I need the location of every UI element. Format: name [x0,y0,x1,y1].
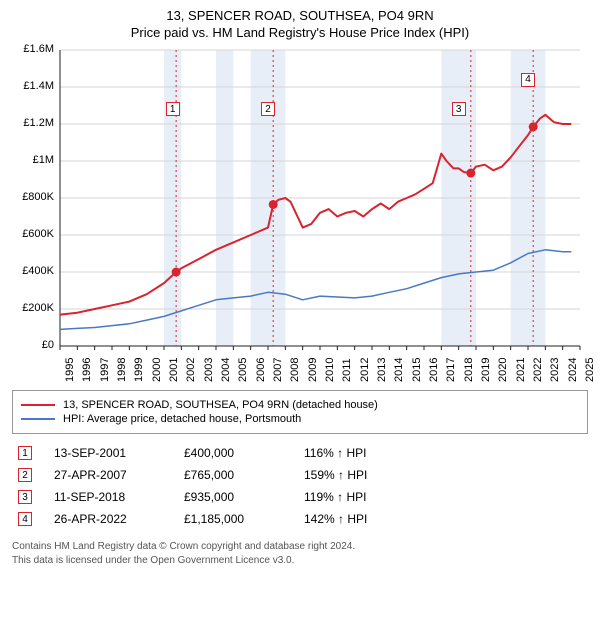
legend-swatch-1 [21,404,55,406]
x-axis-label: 1996 [81,358,93,382]
x-axis-label: 2013 [376,358,388,382]
sale-date: 27-APR-2007 [54,468,184,482]
table-row: 2 27-APR-2007 £765,000 159% ↑ HPI [12,464,588,486]
sale-index-3: 3 [18,490,32,504]
chart-area: £0 £200K £400K £600K £800K £1M £1.2M £1.4M £1.6M… [12,46,588,386]
table-row: 3 11-SEP-2018 £935,000 119% ↑ HPI [12,486,588,508]
legend-label-1: 13, SPENCER ROAD, SOUTHSEA, PO4 9RN (det… [63,399,378,411]
y-axis-label: £1.6M [12,43,54,55]
sales-table: 1 13-SEP-2001 £400,000 116% ↑ HPI 2 27-A… [12,442,588,530]
table-row: 4 26-APR-2022 £1,185,000 142% ↑ HPI [12,508,588,530]
x-axis-label: 2021 [515,358,527,382]
x-axis-label: 2020 [497,358,509,382]
sale-price: £400,000 [184,446,304,460]
footer-line-1: Contains HM Land Registry data © Crown c… [12,540,588,554]
sale-date: 26-APR-2022 [54,512,184,526]
legend-item-1: 13, SPENCER ROAD, SOUTHSEA, PO4 9RN (det… [21,399,579,411]
sale-date: 11-SEP-2018 [54,490,184,504]
x-axis-label: 2009 [307,358,319,382]
chart-container: 13, SPENCER ROAD, SOUTHSEA, PO4 9RN Pric… [0,0,600,576]
sale-index-4: 4 [18,512,32,526]
sale-marker-2: 2 [261,102,275,116]
x-axis-label: 2002 [185,358,197,382]
sale-marker-1: 1 [166,102,180,116]
y-axis-label: £1.4M [12,80,54,92]
sale-date: 13-SEP-2001 [54,446,184,460]
sale-pct: 142% ↑ HPI [304,512,414,526]
sale-index-2: 2 [18,468,32,482]
x-axis-label: 2014 [393,358,405,382]
y-axis-label: £800K [12,191,54,203]
table-row: 1 13-SEP-2001 £400,000 116% ↑ HPI [12,442,588,464]
footer: Contains HM Land Registry data © Crown c… [12,540,588,568]
x-axis-label: 1995 [64,358,76,382]
x-axis-label: 1997 [99,358,111,382]
x-axis-label: 2025 [584,358,596,382]
sale-pct: 119% ↑ HPI [304,490,414,504]
sale-pct: 159% ↑ HPI [304,468,414,482]
x-axis-label: 2016 [428,358,440,382]
y-axis-label: £1.2M [12,117,54,129]
title-line-2: Price paid vs. HM Land Registry's House … [12,25,588,40]
x-axis-label: 2017 [445,358,457,382]
x-axis-label: 1999 [133,358,145,382]
legend-swatch-2 [21,418,55,420]
x-axis-label: 2000 [151,358,163,382]
x-axis-label: 2003 [203,358,215,382]
x-axis-label: 2015 [411,358,423,382]
x-axis-label: 2001 [168,358,180,382]
sale-pct: 116% ↑ HPI [304,446,414,460]
x-axis-label: 1998 [116,358,128,382]
x-axis-label: 2018 [463,358,475,382]
x-axis-label: 2008 [289,358,301,382]
sale-price: £1,185,000 [184,512,304,526]
x-axis-label: 2019 [480,358,492,382]
x-axis-label: 2023 [549,358,561,382]
legend-item-2: HPI: Average price, detached house, Port… [21,413,579,425]
x-axis-label: 2004 [220,358,232,382]
y-axis-label: £1M [12,154,54,166]
y-axis-label: £600K [12,228,54,240]
sale-marker-3: 3 [452,102,466,116]
x-axis-label: 2006 [255,358,267,382]
x-axis-label: 2012 [359,358,371,382]
x-axis-label: 2005 [237,358,249,382]
x-axis-label: 2022 [532,358,544,382]
title-line-1: 13, SPENCER ROAD, SOUTHSEA, PO4 9RN [12,8,588,23]
sale-price: £765,000 [184,468,304,482]
sale-price: £935,000 [184,490,304,504]
x-axis-label: 2007 [272,358,284,382]
x-axis-label: 2011 [341,358,353,382]
sale-index-1: 1 [18,446,32,460]
legend: 13, SPENCER ROAD, SOUTHSEA, PO4 9RN (det… [12,390,588,434]
x-axis-label: 2024 [567,358,579,382]
legend-label-2: HPI: Average price, detached house, Port… [63,413,301,425]
footer-line-2: This data is licensed under the Open Gov… [12,554,588,568]
y-axis-label: £400K [12,265,54,277]
x-axis-label: 2010 [324,358,336,382]
y-axis-label: £200K [12,302,54,314]
y-axis-label: £0 [12,339,54,351]
sale-marker-4: 4 [521,73,535,87]
